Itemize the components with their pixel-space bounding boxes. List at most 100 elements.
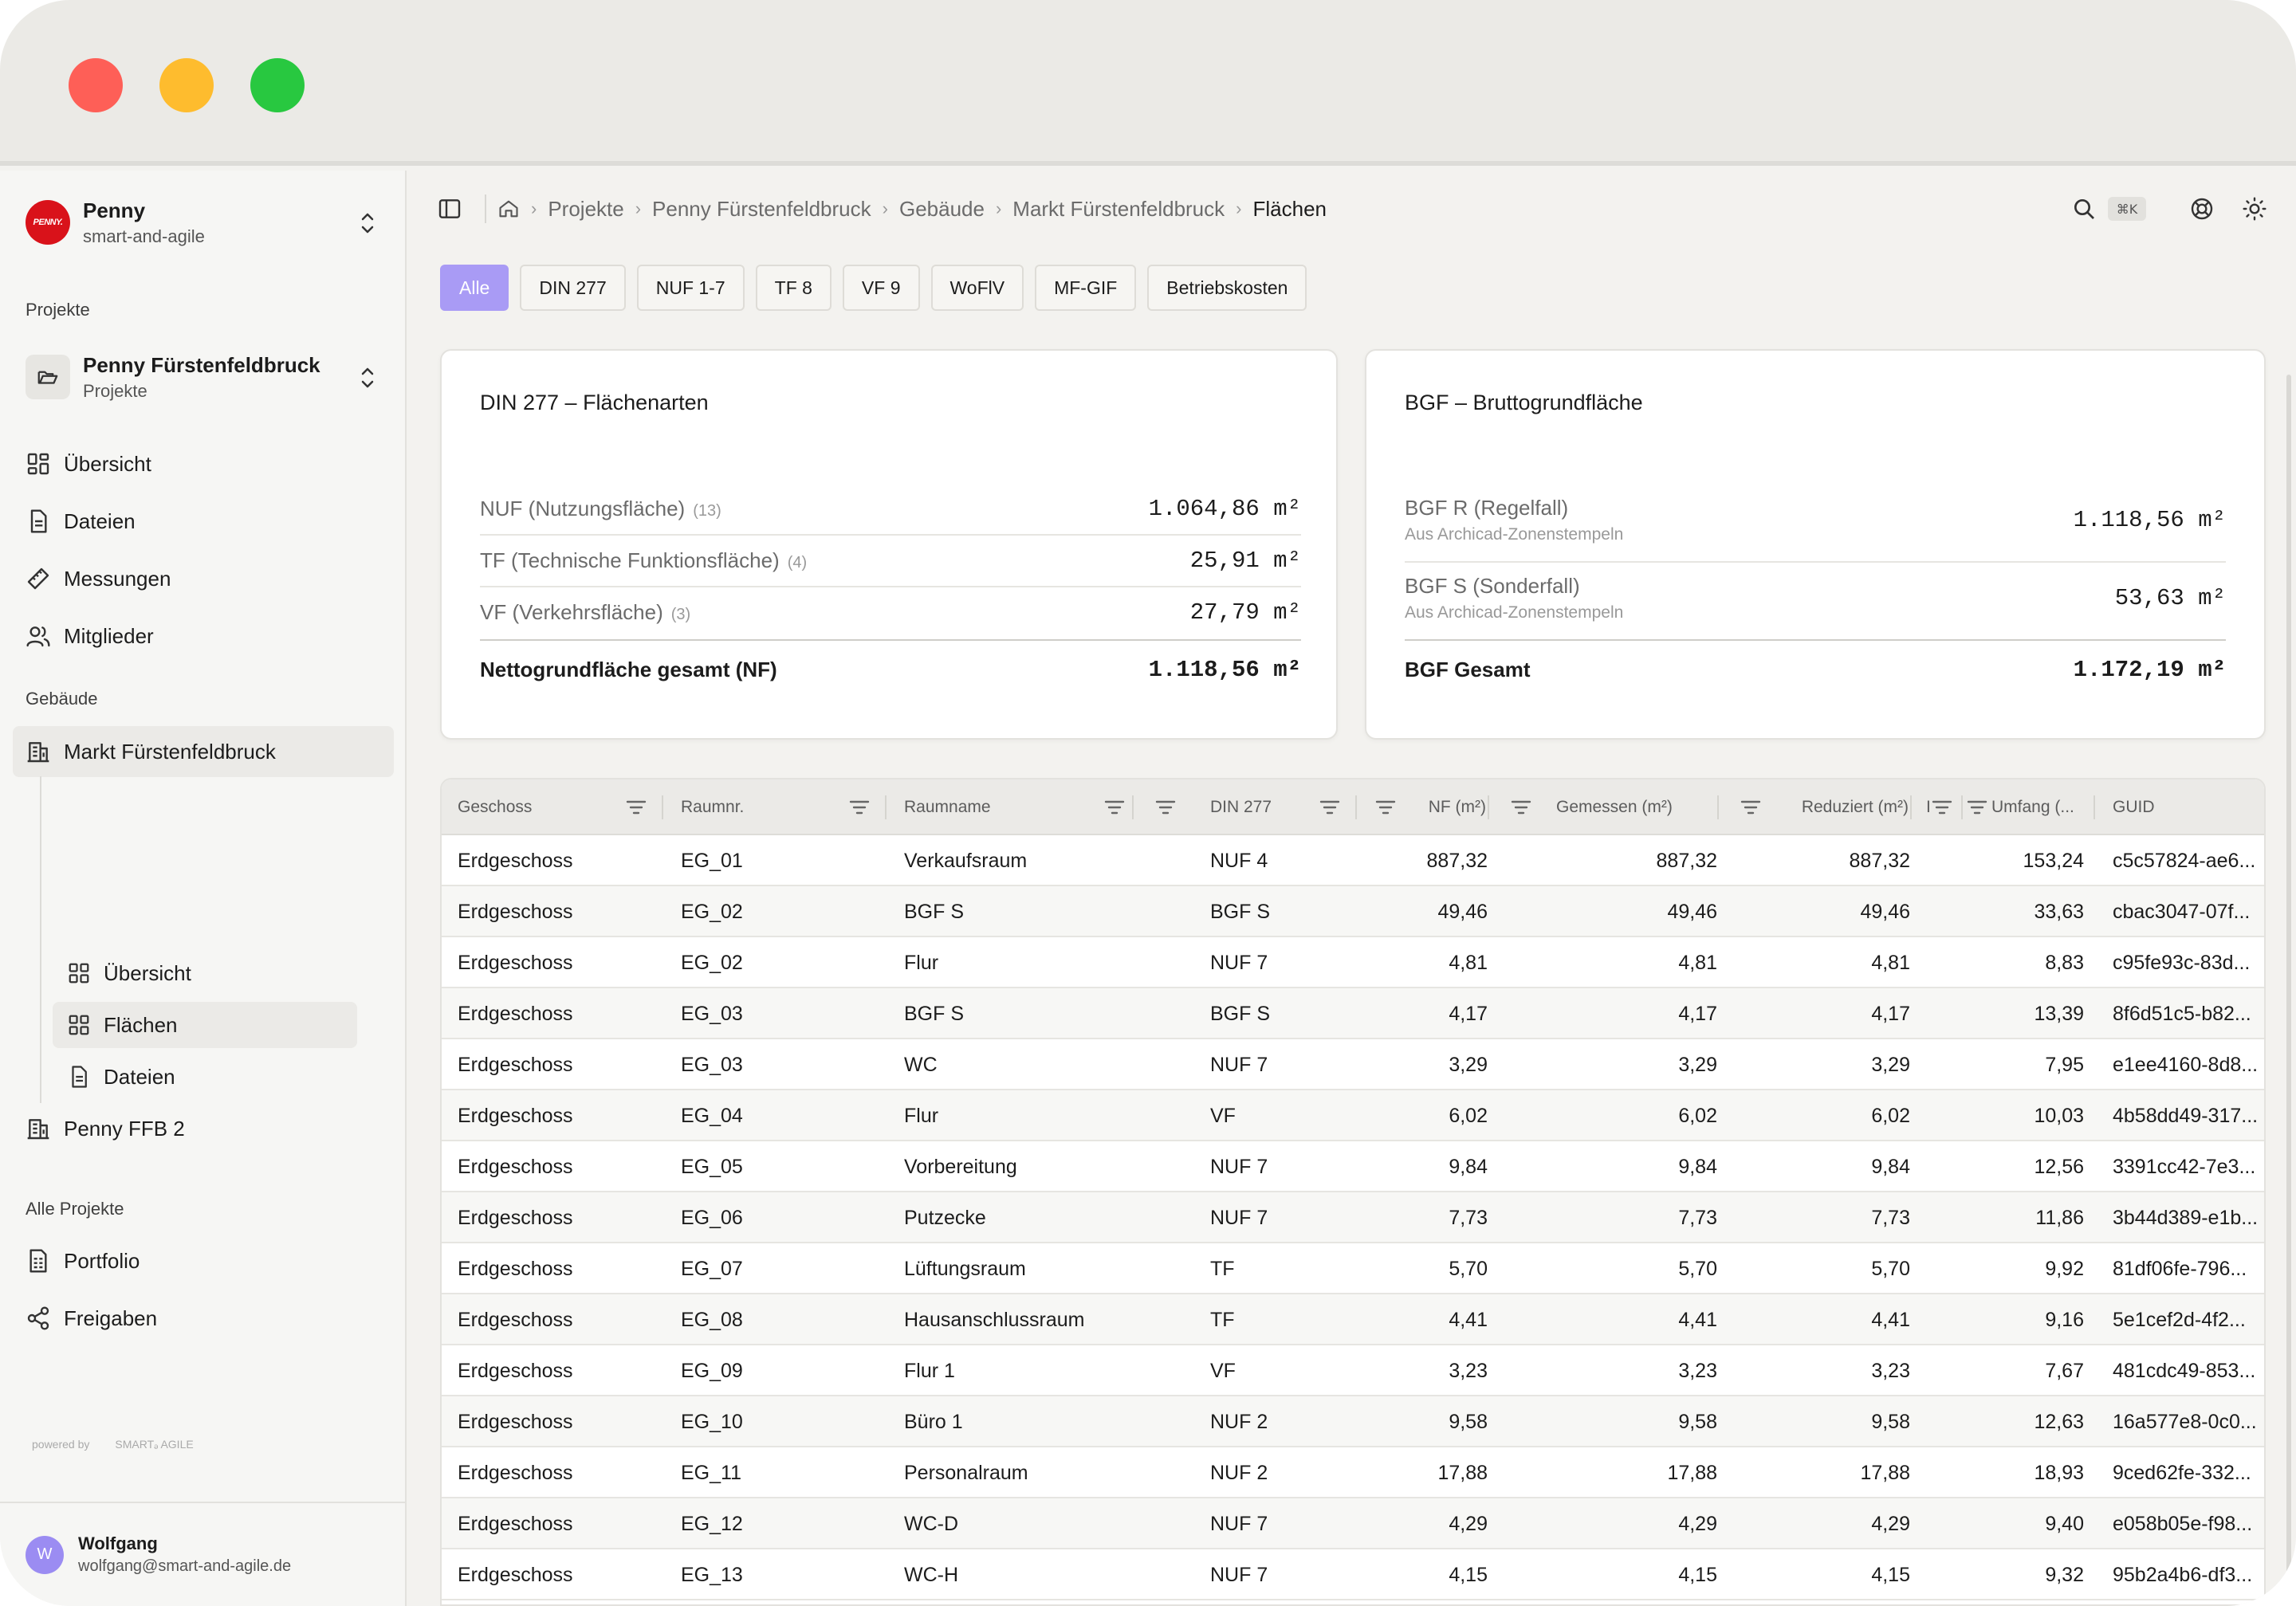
breadcrumb-item[interactable]: Projekte	[548, 196, 624, 221]
table-row[interactable]: Erdgeschoss EG_05 Vorbereitung NUF 7 9,84 9,8…	[442, 1141, 2264, 1192]
subnav-item-files[interactable]: Dateien	[53, 1054, 357, 1100]
table-row[interactable]: Erdgeschoss EG_04 Flur VF 6,02 6,02 6,02 10,03 4…	[442, 1090, 2264, 1141]
table-row[interactable]: Erdgeschoss EG_03 BGF S BGF S 4,17 4,17 4,17 13…	[442, 988, 2264, 1039]
column-header[interactable]: Geschoss	[458, 798, 533, 816]
table-cell: EG_06	[681, 1206, 743, 1229]
search-icon[interactable]	[2071, 196, 2097, 222]
column-header[interactable]: Raumnr.	[681, 798, 745, 816]
table-cell: 3,23	[1678, 1359, 1717, 1382]
project-switcher[interactable]: Penny Fürstenfeldbruck Projekte	[26, 346, 392, 408]
minimize-window-button[interactable]	[159, 58, 214, 112]
table-row[interactable]: Erdgeschoss EG_08 Hausanschlussraum TF 4,41 4…	[442, 1294, 2264, 1345]
sidebar-item-building-penny-ffb-2[interactable]: Penny FFB 2	[13, 1104, 394, 1153]
tab-mf-gif[interactable]: MF-GIF	[1035, 265, 1137, 311]
column-header[interactable]: NF (m²)	[1428, 798, 1486, 816]
total-value: 1.172,19 m²	[2073, 657, 2226, 683]
table-cell: BGF S	[904, 1002, 965, 1025]
breadcrumb-item[interactable]: Penny Fürstenfeldbruck	[652, 196, 871, 221]
tab-betriebskosten[interactable]: Betriebskosten	[1147, 265, 1307, 311]
filter-icon[interactable]	[848, 799, 871, 816]
table-cell: cbac3047-07f...	[2113, 900, 2251, 923]
user-menu[interactable]: W Wolfgang wolfgang@smart-and-agile.de	[26, 1533, 291, 1576]
file-icon	[72, 1066, 87, 1088]
table-row[interactable]: Erdgeschoss EG_13 WC-H NUF 7 4,15 4,15 4,15 9,3…	[442, 1549, 2264, 1600]
table-cell: EG_01	[681, 849, 743, 872]
chevron-right-icon: ›	[995, 198, 1002, 218]
column-header[interactable]: DIN 277	[1210, 798, 1272, 816]
breadcrumb-item[interactable]: Markt Fürstenfeldbruck	[1012, 196, 1225, 221]
table-row[interactable]: Erdgeschoss EG_09 Flur 1 VF 3,23 3,23 3,23 7,67…	[442, 1345, 2264, 1396]
column-resize-handle[interactable]	[2094, 795, 2095, 819]
tab-alle[interactable]: Alle	[440, 265, 509, 311]
filter-icon[interactable]	[1510, 799, 1532, 816]
table-cell: Verkaufsraum	[904, 849, 1028, 872]
tab-nuf[interactable]: NUF 1-7	[636, 265, 745, 311]
home-icon[interactable]	[497, 198, 520, 220]
table-row[interactable]: Erdgeschoss EG_02 Flur NUF 7 4,81 4,81 4,81 8,8…	[442, 937, 2264, 988]
column-resize-handle[interactable]	[885, 795, 887, 819]
tab-vf[interactable]: VF 9	[842, 265, 920, 311]
filter-icon[interactable]	[1103, 799, 1126, 816]
filter-icon[interactable]	[1319, 799, 1341, 816]
sidebar-item-shares[interactable]: Freigaben	[13, 1294, 394, 1343]
scrollbar[interactable]	[2286, 375, 2291, 1594]
team-switcher[interactable]: PENNY. Penny smart-and-agile	[26, 194, 392, 250]
table-row[interactable]: Erdgeschoss EG_06 Putzecke NUF 7 7,73 7,73 7,7…	[442, 1192, 2264, 1243]
filter-icon[interactable]	[1374, 799, 1397, 816]
sun-icon[interactable]	[2242, 196, 2267, 222]
table-row[interactable]: Erdgeschoss EG_12 WC-D NUF 7 4,29 4,29 4,29 9,4…	[442, 1498, 2264, 1549]
column-header[interactable]: Umfang (...	[1991, 798, 2074, 816]
sidebar-item-files[interactable]: Dateien	[13, 497, 394, 546]
sidebar-item-members[interactable]: Mitglieder	[13, 611, 394, 661]
table-row[interactable]: Erdgeschoss EG_03 WC NUF 7 3,29 3,29 3,29 7,95 e…	[442, 1039, 2264, 1090]
tab-woflv[interactable]: WoFlV	[930, 265, 1024, 311]
column-header[interactable]: GUID	[2113, 798, 2155, 816]
table-cell: 9ced62fe-332...	[2113, 1461, 2251, 1484]
sidebar-item-measurements[interactable]: Messungen	[13, 554, 394, 603]
subnav-item-label: Flächen	[104, 1012, 178, 1037]
divider	[0, 1502, 407, 1503]
column-resize-handle[interactable]	[1717, 795, 1719, 819]
table-row[interactable]: Erdgeschoss EG_01 Verkaufsraum NUF 4 887,32 8…	[442, 835, 2264, 886]
sidebar-item-portfolio[interactable]: Portfolio	[13, 1236, 394, 1286]
column-resize-handle[interactable]	[1132, 795, 1134, 819]
maximize-window-button[interactable]	[250, 58, 305, 112]
sidebar-toggle-icon[interactable]	[437, 196, 462, 222]
filter-icon[interactable]	[1740, 799, 1762, 816]
help-icon[interactable]	[2189, 196, 2215, 222]
table-cell: NUF 2	[1210, 1461, 1268, 1484]
table-row[interactable]: Erdgeschoss EG_11 Personalraum NUF 2 17,88 17…	[442, 1447, 2264, 1498]
table-cell: 6,02	[1449, 1104, 1488, 1127]
filter-icon[interactable]	[625, 799, 647, 816]
column-resize-handle[interactable]	[1961, 795, 1963, 819]
filter-icon[interactable]	[1931, 799, 1953, 816]
table-row[interactable]: Erdgeschoss EG_02 BGF S BGF S 49,46 49,46 49,4…	[442, 886, 2264, 937]
filter-icon[interactable]	[1966, 799, 1988, 816]
projects-section-label: Projekte	[26, 300, 90, 320]
filter-icon[interactable]	[1154, 799, 1177, 816]
column-header[interactable]: Gemessen (m²)	[1556, 798, 1673, 816]
column-resize-handle[interactable]	[1910, 795, 1912, 819]
column-resize-handle[interactable]	[1488, 795, 1489, 819]
table-cell: 4,29	[1678, 1512, 1717, 1535]
table-row[interactable]: Erdgeschoss EG_07 Lüftungsraum TF 5,70 5,70 5,…	[442, 1243, 2264, 1294]
tab-din-277[interactable]: DIN 277	[520, 265, 626, 311]
sidebar: PENNY. Penny smart-and-agile Projekte Pe…	[0, 171, 407, 1606]
close-window-button[interactable]	[69, 58, 123, 112]
table-cell: 7,73	[1449, 1206, 1488, 1229]
subnav-item-areas[interactable]: Flächen	[53, 1002, 357, 1048]
column-resize-handle[interactable]	[1355, 795, 1357, 819]
sidebar-item-building-markt[interactable]: Markt Fürstenfeldbruck	[13, 726, 394, 777]
table-row[interactable]: Erdgeschoss EG_10 Büro 1 NUF 2 9,58 9,58 9,58 1…	[442, 1396, 2264, 1447]
table-cell: 33,63	[2034, 900, 2084, 923]
column-header[interactable]: Raumname	[904, 798, 991, 816]
column-resize-handle[interactable]	[662, 795, 663, 819]
table-cell: 8f6d51c5-b82...	[2113, 1002, 2251, 1025]
subnav-item-overview[interactable]: Übersicht	[53, 950, 357, 996]
column-header[interactable]: Reduziert (m²)	[1801, 798, 1909, 816]
column-header[interactable]: I	[1926, 798, 1931, 816]
table-cell: 153,24	[2023, 849, 2084, 872]
breadcrumb-item[interactable]: Gebäude	[898, 196, 985, 221]
tab-tf[interactable]: TF 8	[755, 265, 832, 311]
sidebar-item-overview[interactable]: Übersicht	[13, 439, 394, 489]
